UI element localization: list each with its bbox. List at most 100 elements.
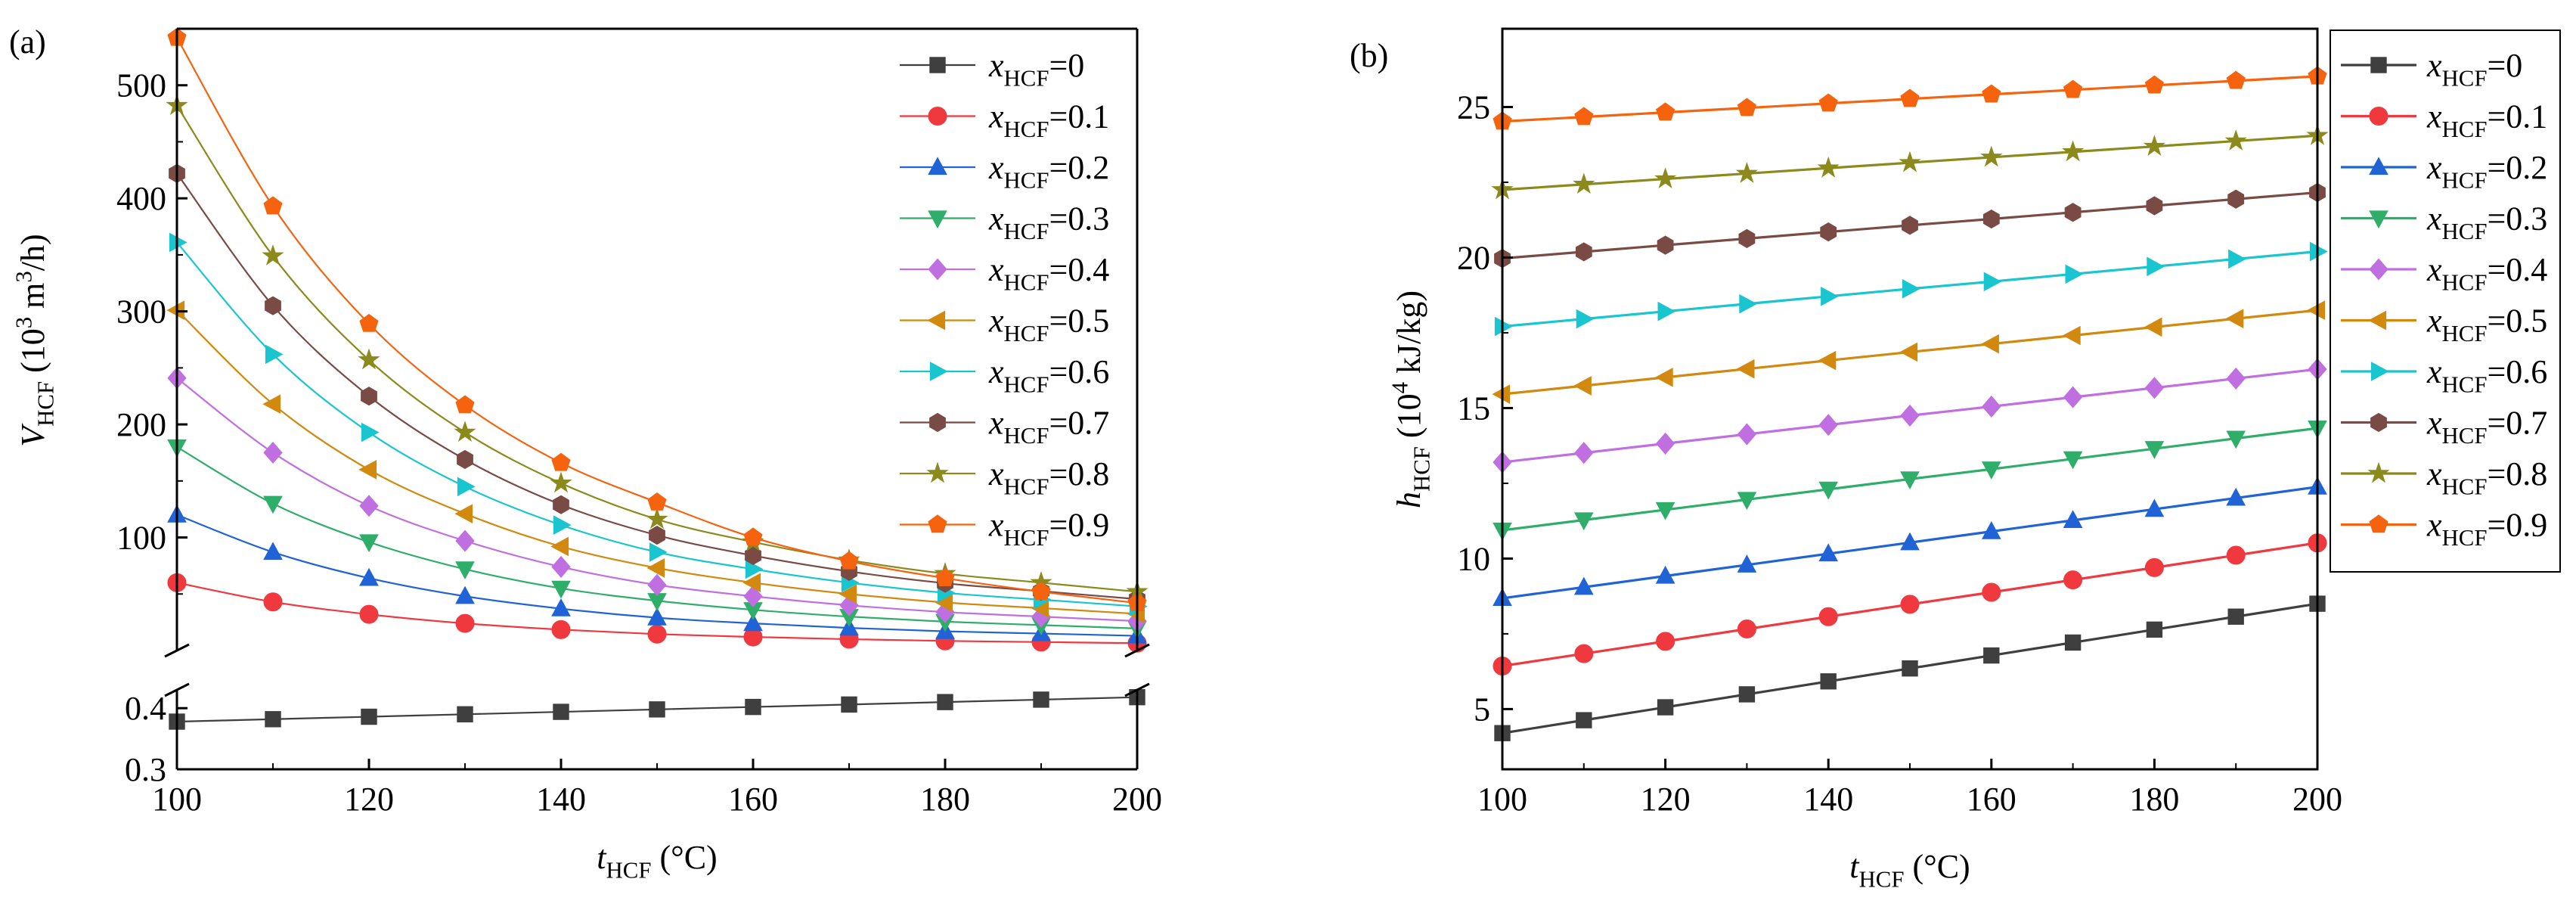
- data-point: [263, 441, 283, 464]
- y-axis-title-b-part: h: [1390, 492, 1427, 508]
- data-point: [455, 585, 475, 604]
- legend-label-part: HCF: [1004, 474, 1049, 499]
- legend-label-part: HCF: [2442, 269, 2488, 295]
- data-point: [2144, 498, 2165, 517]
- data-point: [1654, 368, 1673, 387]
- legend-a: xHCF=0xHCF=0.1xHCF=0.2xHCF=0.3xHCF=0.4xH…: [900, 47, 1109, 551]
- data-point: [457, 477, 476, 497]
- legend-marker: [2370, 412, 2387, 433]
- legend-label: xHCF=0.8: [988, 455, 1109, 499]
- y-axis-title-a-part: (10: [14, 328, 51, 381]
- data-point: [263, 542, 283, 561]
- data-point: [1738, 228, 1756, 248]
- legend-label-part: =0.8: [1049, 455, 1109, 492]
- data-point: [1655, 502, 1675, 520]
- data-point: [1656, 102, 1675, 121]
- x-tick-label: 120: [344, 781, 394, 818]
- legend-label-part: =0.5: [1049, 303, 1109, 340]
- legend-label-part: HCF: [1004, 116, 1049, 142]
- x-tick-label: 140: [1803, 781, 1853, 818]
- y-axis-title-b: hHCF (104 kJ/kg): [1387, 290, 1434, 508]
- panel-label-a: (a): [9, 23, 46, 61]
- data-point: [1900, 532, 1920, 551]
- legend-label: xHCF=0.8: [2426, 455, 2547, 499]
- y-axis-title-b-part: kJ/kg): [1390, 290, 1427, 382]
- data-point: [1981, 461, 2001, 480]
- plot-frame-b: [1501, 27, 2319, 771]
- legend-label-part: =0.9: [2487, 507, 2547, 544]
- data-point: [2146, 621, 2163, 638]
- data-point: [1982, 84, 2001, 103]
- legend-label: xHCF=0.9: [2426, 507, 2547, 551]
- data-point: [2065, 264, 2084, 284]
- data-point: [1737, 554, 1757, 573]
- data-point: [1573, 576, 1594, 595]
- legend-label-part: =0.2: [1049, 149, 1109, 186]
- legend-label-part: =0.7: [1049, 405, 1109, 442]
- y-axis-title-a-part: HCF: [33, 381, 58, 427]
- data-point: [1655, 432, 1675, 455]
- chart-a: (a) 100 200 300 400 500 0.3 0.4 100 120 140 160 180 2…: [9, 23, 1162, 883]
- legend-marker: [2369, 157, 2388, 175]
- data-point: [1573, 512, 1594, 531]
- data-point: [2226, 70, 2246, 89]
- x-tick-label: 120: [1641, 781, 1691, 818]
- data-point: [1737, 98, 1756, 116]
- data-point: [839, 584, 857, 604]
- y-tick-label: 300: [116, 293, 166, 331]
- data-point: [2226, 487, 2246, 506]
- data-point: [1818, 607, 1838, 626]
- legend-label-part: HCF: [1004, 269, 1049, 295]
- legend-label: xHCF=0: [2426, 47, 2522, 91]
- legend-label-part: x: [988, 149, 1004, 186]
- legend-marker: [2367, 461, 2390, 483]
- legend-label: xHCF=0.7: [2426, 405, 2547, 449]
- data-point: [1899, 342, 1918, 362]
- data-point: [2144, 317, 2162, 337]
- data-point: [457, 449, 473, 469]
- y-tick-label: 500: [116, 67, 166, 104]
- x-axis-title-a-part: HCF: [606, 857, 652, 883]
- legend-marker: [928, 210, 947, 229]
- data-point: [2226, 367, 2246, 390]
- data-point: [262, 244, 284, 266]
- legend-label-part: =0.8: [2487, 455, 2547, 492]
- data-point: [2143, 135, 2166, 157]
- data-point: [2225, 309, 2244, 329]
- data-point: [2063, 510, 2083, 528]
- data-point: [455, 613, 475, 633]
- legend-label: xHCF=0.5: [988, 303, 1109, 346]
- legend-label-part: HCF: [2442, 525, 2488, 551]
- legend-label-part: x: [988, 455, 1004, 492]
- x-tick-label: 160: [728, 781, 778, 818]
- legend-marker: [929, 362, 948, 381]
- data-point: [1654, 167, 1677, 189]
- data-point: [1574, 442, 1594, 464]
- data-point: [2146, 196, 2163, 216]
- data-point: [2064, 634, 2082, 651]
- x-axis-title-b-part: (°C): [1904, 848, 1970, 885]
- series-b-9: [1493, 66, 2327, 130]
- data-point: [745, 559, 764, 579]
- data-point: [361, 708, 377, 725]
- data-point: [935, 568, 955, 587]
- data-point: [2063, 386, 2083, 408]
- legend-label-part: x: [2426, 149, 2442, 186]
- legend-marker: [928, 258, 947, 281]
- legend-label-part: x: [2426, 507, 2442, 544]
- data-point: [1657, 235, 1674, 255]
- data-point: [1738, 686, 1756, 703]
- legend-label-part: =0.7: [2487, 405, 2547, 442]
- data-point: [1983, 272, 2002, 292]
- x-axis-title-a: tHCF (°C): [597, 839, 717, 883]
- series-b-5: [1492, 300, 2326, 404]
- legend-label-part: HCF: [1004, 167, 1049, 193]
- data-point: [550, 536, 569, 557]
- legend-label: xHCF=0.3: [988, 200, 1109, 244]
- legend-label-part: x: [988, 353, 1004, 390]
- data-point: [649, 542, 668, 562]
- x-tick-label: 160: [1967, 781, 2016, 818]
- data-point: [2063, 79, 2083, 98]
